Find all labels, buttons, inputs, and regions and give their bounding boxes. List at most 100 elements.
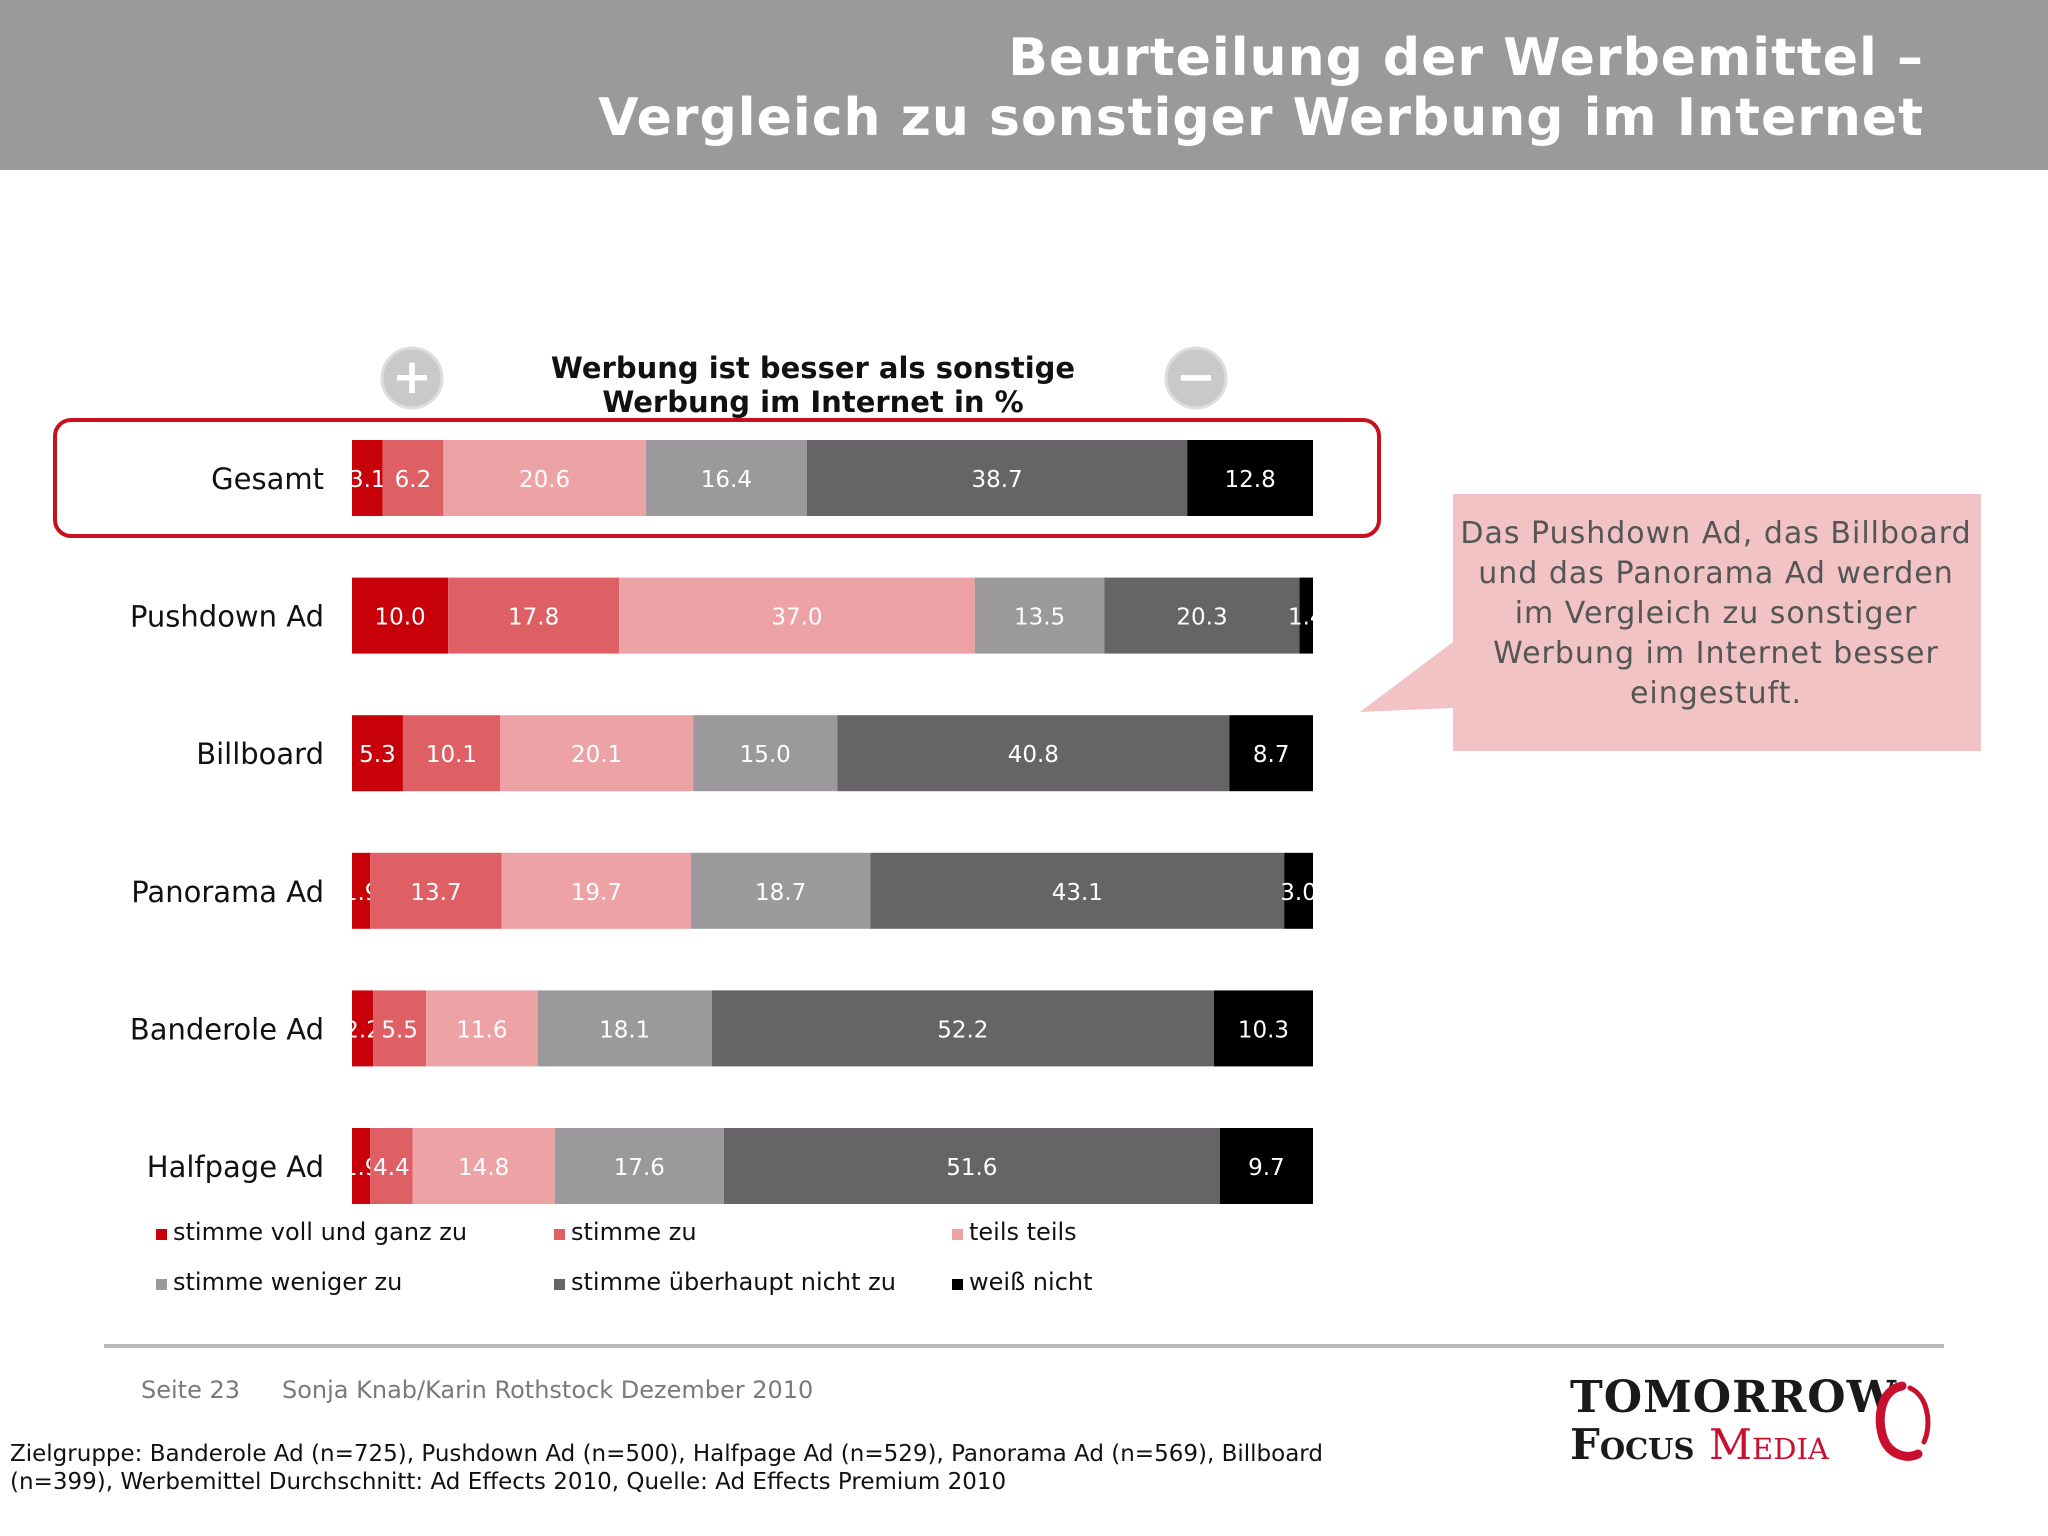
data-label: 14.8 (458, 1155, 509, 1181)
legend-label: stimme zu (571, 1218, 697, 1246)
header-bar: Beurteilung der Werbemittel – Vergleich … (0, 0, 2048, 170)
callout-box (1360, 494, 1981, 751)
data-label: 11.6 (456, 1017, 507, 1043)
highlight-frame (53, 418, 1381, 538)
data-label: 8.7 (1253, 742, 1290, 768)
data-label: 18.7 (755, 880, 806, 906)
logo-ring-icon (1875, 1381, 1931, 1461)
plus-icon (380, 346, 444, 410)
data-label: 51.6 (946, 1155, 997, 1181)
bar-segment (370, 1128, 413, 1204)
bar-segment (1213, 990, 1313, 1067)
bar-segment (1284, 852, 1313, 929)
data-label: 10.1 (426, 742, 477, 768)
logo-line-2: Focus Media (1570, 1420, 1829, 1469)
bar-segment (352, 715, 403, 792)
bar-segment (1187, 440, 1313, 516)
bar-segment (619, 577, 975, 654)
data-label: 40.8 (1008, 742, 1059, 768)
data-label: 20.3 (1176, 605, 1227, 631)
legend-label: stimme weniger zu (173, 1268, 402, 1296)
chart-title-line: Werbung im Internet in % (602, 385, 1023, 419)
bar-segment (443, 440, 646, 516)
category-label: Panorama Ad (131, 875, 324, 909)
data-label: 16.4 (701, 467, 752, 493)
plus-icon-glyph: + (392, 349, 432, 405)
data-label: 19.7 (571, 880, 622, 906)
legend-label: stimme überhaupt nicht zu (571, 1268, 896, 1296)
data-label: 20.1 (571, 742, 622, 768)
data-label: 5.5 (381, 1017, 418, 1043)
bar-segment (974, 577, 1105, 654)
data-label: 20.6 (519, 467, 570, 493)
bar-segment (711, 990, 1214, 1067)
minus-icon (1164, 346, 1228, 410)
page-title-line-1: Beurteilung der Werbemittel – (1008, 28, 1924, 88)
data-label: 12.8 (1225, 467, 1276, 493)
authors-date: Sonja Knab/Karin Rothstock Dezember 2010 (282, 1376, 814, 1404)
data-label: 6.2 (395, 467, 432, 493)
bar-segment (554, 1128, 724, 1204)
logo-line-1: TOMORROW (1570, 1372, 1897, 1423)
legend-swatch (156, 1229, 167, 1240)
chart-title-line: Werbung ist besser als sonstige (551, 351, 1075, 385)
callout-line: und das Panorama Ad werden (1478, 556, 1954, 591)
bar-segment (690, 852, 871, 929)
bar-segment (723, 1128, 1220, 1204)
data-label: 38.7 (971, 467, 1022, 493)
bar-segment (402, 715, 500, 792)
bar-segment (693, 715, 838, 792)
category-label: Billboard (196, 737, 324, 771)
legend-swatch (952, 1229, 963, 1240)
legend-swatch (156, 1279, 167, 1290)
bar-segment (537, 990, 712, 1067)
bar-segment (1219, 1128, 1313, 1204)
bar-segment (352, 990, 374, 1067)
source-note: Zielgruppe: Banderole Ad (n=725), Pushdo… (10, 1441, 1323, 1495)
legend-label: weiß nicht (969, 1268, 1093, 1296)
bar-segment (1229, 715, 1313, 792)
bar-segment (499, 715, 694, 792)
page-title-line-2: Vergleich zu sonstiger Werbung im Intern… (598, 88, 1924, 148)
bar-segment (645, 440, 807, 516)
page-number: Seite 23 (141, 1376, 241, 1404)
data-label: 15.0 (740, 742, 791, 768)
minus-icon-glyph: − (1176, 349, 1216, 405)
data-label: 13.7 (410, 880, 461, 906)
bar-segment (448, 577, 620, 654)
callout-line: Werbung im Internet besser (1493, 636, 1939, 671)
category-label: Pushdown Ad (130, 600, 324, 634)
legend-swatch (554, 1279, 565, 1290)
bar-segment (806, 440, 1188, 516)
data-label: 43.1 (1052, 880, 1103, 906)
callout-line: im Vergleich zu sonstiger (1514, 596, 1918, 631)
data-label: 5.3 (359, 742, 396, 768)
bar-segment (501, 852, 691, 929)
data-label: 3.0 (1280, 880, 1317, 906)
data-label: 17.8 (508, 605, 559, 631)
bar-segment (870, 852, 1285, 929)
category-label: Gesamt (211, 462, 324, 496)
legend-swatch (554, 1229, 565, 1240)
bar-segment (370, 852, 502, 929)
data-label: 10.0 (374, 605, 425, 631)
bar-segment (373, 990, 427, 1067)
callout-line: Das Pushdown Ad, das Billboard (1460, 516, 1972, 551)
legend-swatch (952, 1279, 963, 1290)
category-label: Banderole Ad (130, 1012, 324, 1046)
data-label: 3.1 (349, 467, 386, 493)
bar-segment (1299, 577, 1313, 654)
bar-segment (382, 440, 444, 516)
data-label: 4.4 (373, 1155, 410, 1181)
bar-segment (352, 577, 449, 654)
bar-segment (412, 1128, 555, 1204)
data-label: 37.0 (771, 605, 822, 631)
data-label: 13.5 (1014, 605, 1065, 631)
logo-media: Media (1709, 1420, 1829, 1469)
footer-divider (104, 1344, 1944, 1348)
callout-line: eingestuft. (1629, 676, 1803, 711)
legend-label: stimme voll und ganz zu (173, 1218, 467, 1246)
data-label: 17.6 (614, 1155, 665, 1181)
callout-text: Das Pushdown Ad, das Billboard und das P… (1454, 514, 1978, 714)
